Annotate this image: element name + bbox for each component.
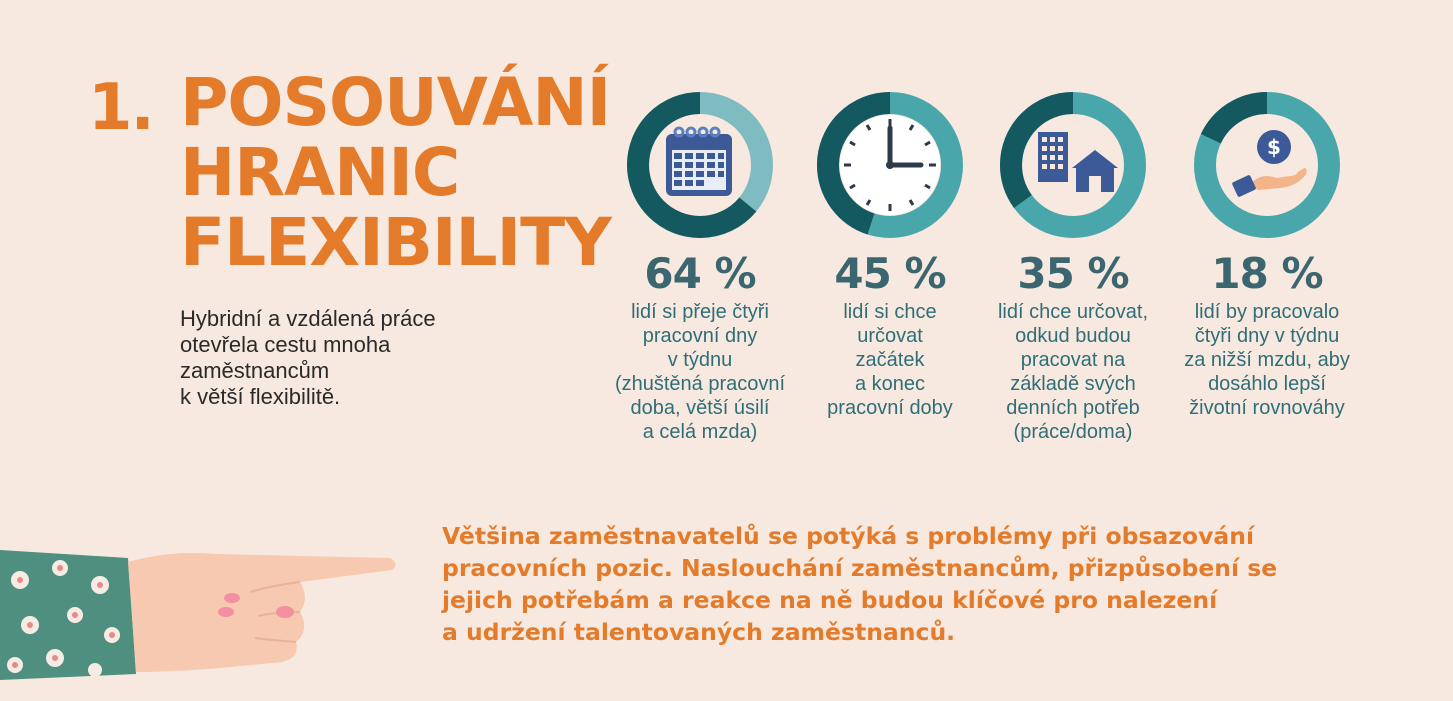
clock-icon	[840, 115, 940, 215]
donut-ring	[1194, 92, 1340, 238]
callout-line: pracovních pozic. Naslouchání zaměstnanc…	[442, 554, 1278, 582]
intro-line: otevřela cestu mnoha	[180, 332, 391, 357]
donut-ring	[1000, 92, 1146, 238]
stat-description-line: odkud budou	[1015, 325, 1131, 347]
stat-description-line: v týdnu	[667, 349, 733, 371]
donut-value-arc	[1000, 92, 1146, 238]
stat-description-line: doba, větší úsilí	[630, 397, 770, 419]
heading-title: POSOUVÁNÍ HRANIC FLEXIBILITY	[180, 64, 612, 281]
callout-line: a udržení talentovaných zaměstnanců.	[442, 618, 956, 646]
donut-chart: $	[1194, 92, 1340, 238]
stat-description-line: lidí chce určovat,	[997, 301, 1149, 323]
heading-number: 1.	[88, 71, 155, 145]
stat-description-line: určovat	[857, 325, 923, 347]
donut-chart	[627, 92, 773, 238]
stat-description-line: lidí si přeje čtyři	[631, 301, 769, 323]
stat-description-line: lidí si chce	[843, 301, 937, 323]
stat-description-line: životní rovnováhy	[1189, 397, 1345, 419]
stat-card: 35 % lidí chce určovat, odkud budou prac…	[978, 92, 1168, 444]
stat-value: 64 %	[644, 249, 756, 298]
donut-value-arc	[627, 92, 773, 238]
stat-description-line: pracovní doby	[827, 397, 953, 419]
stat-description: lidí by pracovalo čtyři dny v týdnu za n…	[1167, 300, 1367, 420]
stat-description-line: dosáhlo lepší	[1208, 373, 1326, 395]
stat-value: 45 %	[834, 249, 946, 298]
stat-description-line: a konec	[854, 373, 926, 395]
stat-description-line: a celá mzda)	[642, 421, 758, 443]
money-hand-icon: $	[1232, 130, 1307, 197]
callout-line: jejich potřebám a reakce na ně budou klí…	[442, 586, 1218, 614]
intro-line: Hybridní a vzdálená práce	[180, 306, 436, 331]
buildings-icon	[1038, 132, 1118, 192]
intro-text: Hybridní a vzdálená práce otevřela cestu…	[180, 306, 480, 410]
stat-description: lidí si přeje čtyři pracovní dny v týdnu…	[600, 300, 800, 444]
stat-card: $ 18 % lidí by pracovalo čtyři dny v týd…	[1172, 92, 1362, 420]
stat-value: 18 %	[1211, 249, 1323, 298]
stat-description-line: čtyři dny v týdnu	[1194, 325, 1340, 347]
donut-chart	[1000, 92, 1146, 238]
callout-text: Většina zaměstnavatelů se potýká s probl…	[442, 520, 1342, 648]
donut-chart	[817, 92, 963, 238]
donut-value-arc	[1194, 92, 1340, 238]
donut-ring	[817, 92, 963, 238]
donut-value-arc	[817, 92, 963, 238]
heading-title-line: HRANIC	[180, 134, 460, 211]
stat-description-line: pracovní dny	[642, 325, 758, 347]
stat-description-line: pracovat na	[1020, 349, 1126, 371]
stat-value: 35 %	[1017, 249, 1129, 298]
calendar-icon	[666, 126, 732, 196]
heading-title-line: FLEXIBILITY	[180, 204, 612, 281]
stat-description-line: (práce/doma)	[1013, 421, 1133, 443]
heading: 1. POSOUVÁNÍ HRANIC FLEXIBILITY	[88, 64, 612, 281]
heading-title-line: POSOUVÁNÍ	[180, 64, 611, 141]
stat-description: lidí si chce určovat začátek a konec pra…	[790, 300, 990, 420]
stat-description-line: denních potřeb	[1006, 397, 1140, 419]
donut-ring	[627, 92, 773, 238]
svg-text:$: $	[1267, 135, 1281, 159]
stat-description-line: základě svých	[1010, 373, 1136, 395]
stat-description-line: lidí by pracovalo	[1194, 301, 1340, 323]
stat-description-line: (zhuštěná pracovní	[614, 373, 786, 395]
stat-description-line: začátek	[855, 349, 925, 371]
stat-card: 45 % lidí si chce určovat začátek a kone…	[795, 92, 985, 420]
intro-line: k větší flexibilitě.	[180, 384, 341, 409]
pointing-hand-illustration	[0, 550, 396, 680]
stat-card: 64 % lidí si přeje čtyři pracovní dny v …	[605, 92, 795, 444]
stat-description: lidí chce určovat, odkud budou pracovat …	[973, 300, 1173, 444]
stat-description-line: za nižší mzdu, aby	[1184, 349, 1350, 371]
intro-line: zaměstnancům	[180, 358, 330, 383]
callout-line: Většina zaměstnavatelů se potýká s probl…	[442, 522, 1255, 550]
